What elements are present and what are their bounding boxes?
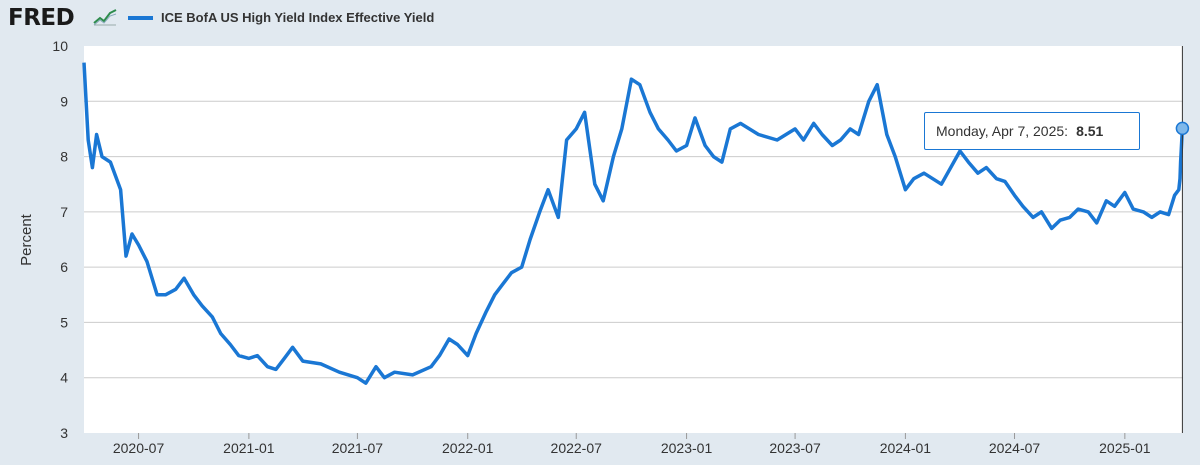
x-tick-label: 2021-07 [332, 440, 384, 456]
x-tick-label: 2025-01 [1099, 440, 1151, 456]
y-tick-label: 9 [60, 93, 68, 109]
fred-logo[interactable]: FRED [8, 5, 75, 31]
y-gridlines [84, 100, 1183, 379]
hover-point-marker[interactable] [1175, 121, 1190, 136]
chart-header: FRED ICE BofA US High Yield Index Effect… [0, 0, 1200, 36]
x-tick-label: 2021-01 [223, 440, 275, 456]
x-tick-label: 2024-01 [880, 440, 932, 456]
chart-line-icon [92, 7, 118, 27]
legend: ICE BofA US High Yield Index Effective Y… [128, 10, 434, 25]
y-tick-label: 6 [60, 259, 68, 275]
x-tick-label: 2020-07 [113, 440, 165, 456]
x-tick-label: 2024-07 [989, 440, 1041, 456]
tooltip-value: 8.51 [1076, 123, 1104, 139]
plot-area [84, 46, 1183, 433]
legend-swatch [128, 15, 153, 20]
x-tick-label: 2022-01 [442, 440, 494, 456]
legend-series-label: ICE BofA US High Yield Index Effective Y… [161, 10, 435, 25]
y-tick-label: 8 [60, 149, 68, 165]
x-tick-label: 2022-07 [551, 440, 603, 456]
y-tick-label: 7 [60, 204, 68, 220]
y-tick-label: 4 [60, 370, 68, 386]
series-line[interactable] [82, 62, 1185, 385]
x-tick-label: 2023-01 [661, 440, 713, 456]
y-tick-label: 10 [52, 38, 68, 54]
tooltip-date: Monday, Apr 7, 2025: [936, 123, 1069, 139]
y-tick-labels: 3 4 5 6 7 8 9 10 [52, 38, 68, 441]
x-tick-label: 2023-07 [769, 440, 821, 456]
x-tick-labels: 2020-07 2021-01 2021-07 2022-01 2022-07 2023-… [113, 433, 1151, 456]
y-tick-label: 3 [60, 425, 68, 441]
tooltip: Monday, Apr 7, 2025: 8.51 [924, 112, 1140, 150]
y-axis-title: Percent [18, 213, 35, 266]
y-tick-label: 5 [60, 314, 68, 330]
